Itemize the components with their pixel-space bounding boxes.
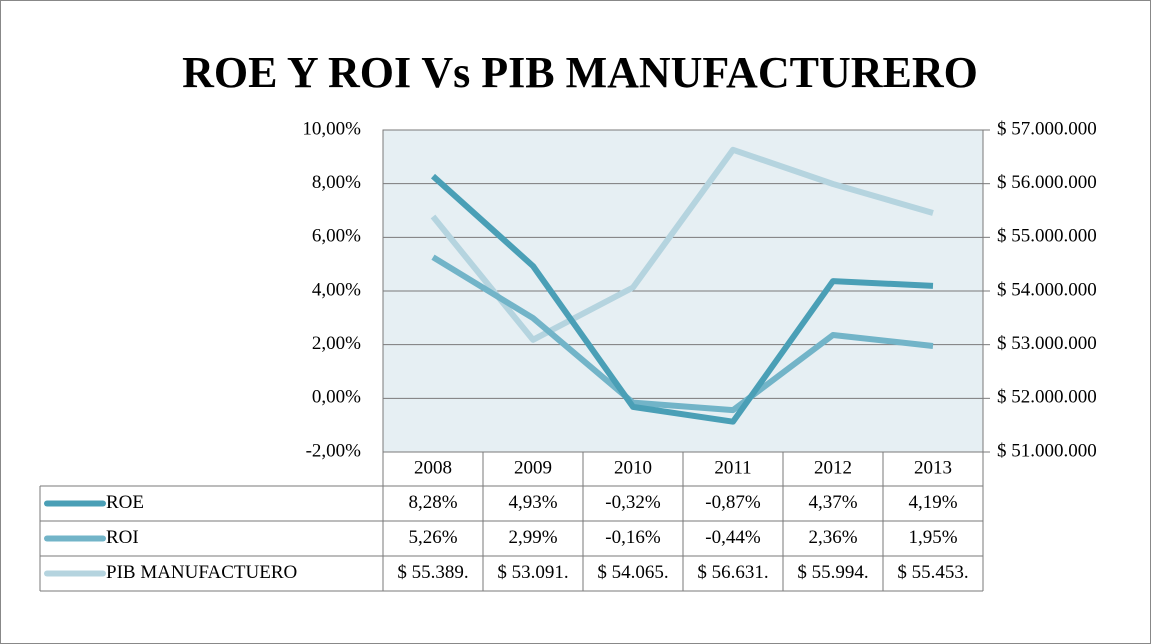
series-line	[430, 146, 934, 343]
table-value: 2,99%	[508, 527, 557, 548]
x-tick-label: 2013	[914, 457, 952, 478]
y-tick-label: 4,00%	[312, 279, 361, 300]
x-tick-label: 2011	[714, 457, 751, 478]
legend-label: ROE	[106, 492, 144, 513]
y2-tick-label: $ 51.000.000	[997, 440, 1097, 461]
x-tick-label: 2012	[814, 457, 852, 478]
table-value: 4,93%	[508, 492, 557, 513]
y-tick-label: 10,00%	[302, 118, 361, 139]
table-value: -0,16%	[605, 527, 661, 548]
table-value: 4,19%	[908, 492, 957, 513]
series-line	[430, 173, 934, 425]
y2-tick-label: $ 52.000.000	[997, 387, 1097, 408]
table-value: -0,87%	[705, 492, 761, 513]
series-line	[431, 254, 934, 414]
table-value: 2,36%	[808, 527, 857, 548]
x-tick-label: 2008	[414, 457, 452, 478]
chart-title: ROE Y ROI Vs PIB MANUFACTURERO	[182, 48, 978, 97]
y-tick-label: 0,00%	[312, 387, 361, 408]
table-value: 5,26%	[408, 527, 457, 548]
y-tick-label: 6,00%	[312, 226, 361, 247]
table-value: $ 55.994.	[797, 562, 868, 583]
y2-tick-label: $ 56.000.000	[997, 172, 1097, 193]
table-value: 4,37%	[808, 492, 857, 513]
y-tick-label: -2,00%	[306, 440, 362, 461]
x-tick-label: 2010	[614, 457, 652, 478]
y-tick-label: 8,00%	[312, 172, 361, 193]
table-value: $ 55.453.	[897, 562, 968, 583]
table-value: $ 55.389.	[397, 562, 468, 583]
table-value: -0,32%	[605, 492, 661, 513]
legend-label: ROI	[106, 527, 139, 548]
y2-tick-label: $ 54.000.000	[997, 279, 1097, 300]
table-value: $ 56.631.	[697, 562, 768, 583]
table-value: 8,28%	[408, 492, 457, 513]
table-value: 1,95%	[908, 527, 957, 548]
table-value: -0,44%	[705, 527, 761, 548]
y2-tick-label: $ 57.000.000	[997, 118, 1097, 139]
y2-tick-label: $ 53.000.000	[997, 333, 1097, 354]
y2-tick-label: $ 55.000.000	[997, 226, 1097, 247]
legend-label: PIB MANUFACTUERO	[106, 562, 297, 583]
table-value: $ 53.091.	[497, 562, 568, 583]
y-tick-label: 2,00%	[312, 333, 361, 354]
table-value: $ 54.065.	[597, 562, 668, 583]
x-tick-label: 2009	[514, 457, 552, 478]
